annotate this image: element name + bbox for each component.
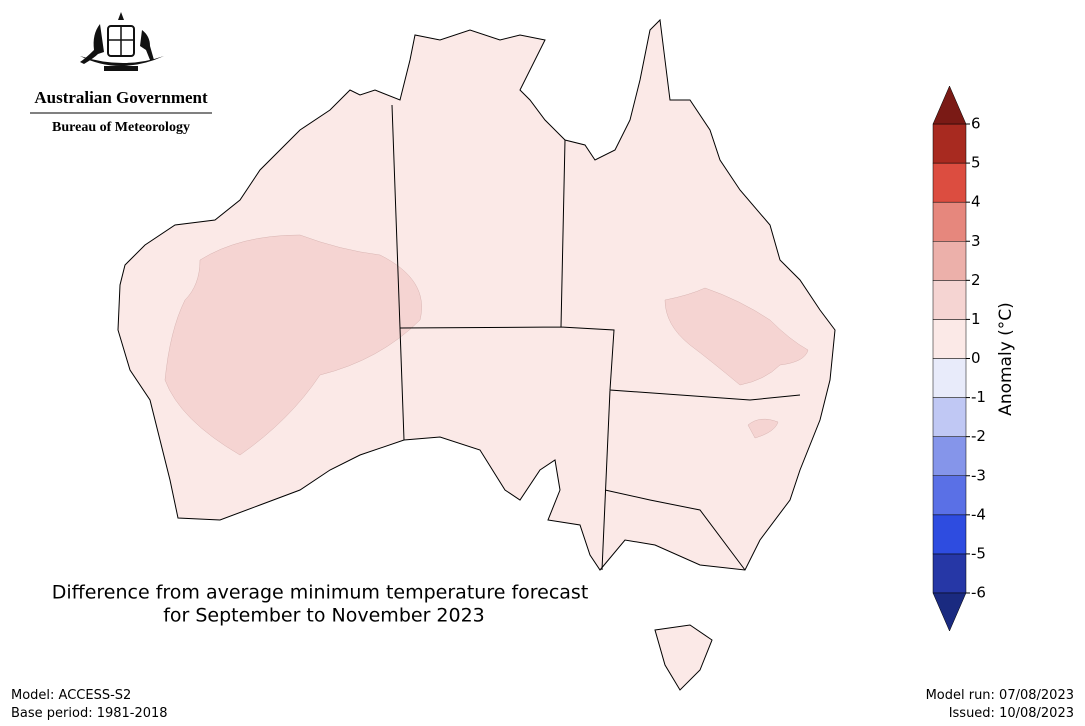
model-text: Model: ACCESS-S2 — [11, 688, 132, 703]
colorbar-band — [932, 358, 967, 398]
colorbar-tick-label: -4 — [971, 505, 986, 523]
colorbar-tick-label: -6 — [971, 584, 986, 602]
colorbar-tick-label: 5 — [971, 154, 981, 172]
issued-text: Issued: 10/08/2023 — [948, 706, 1074, 721]
colorbar-band — [932, 123, 967, 164]
colorbar-over — [932, 85, 967, 125]
colorbar-band — [932, 514, 967, 555]
map-title-line-2: for September to November 2023 — [163, 605, 485, 627]
anomaly-area-south — [747, 418, 779, 439]
tasmania — [654, 624, 713, 691]
colorbar-band — [932, 553, 967, 594]
colorbar-band — [932, 436, 967, 476]
base-period-text: Base period: 1981-2018 — [11, 706, 168, 721]
colorbar-band — [932, 201, 967, 242]
anomaly-area-east — [664, 287, 809, 386]
colorbar-tick-label: -5 — [971, 544, 986, 562]
gov-name: Australian Government — [34, 88, 208, 107]
colorbar-band — [932, 280, 967, 320]
colorbar-band — [932, 162, 967, 203]
colorbar-tick-label: 3 — [971, 232, 981, 250]
footer-right: Model run: 07/08/2023 Issued: 10/08/2023 — [926, 687, 1074, 723]
colorbar-band — [932, 397, 967, 437]
footer-left: Model: ACCESS-S2 Base period: 1981-2018 — [11, 687, 168, 723]
colorbar-tick-label: 2 — [971, 271, 981, 289]
colorbar-band — [932, 319, 967, 359]
state-borders — [391, 104, 801, 571]
colorbar-band — [932, 241, 967, 281]
colorbar-tick-label: 6 — [971, 115, 981, 133]
colorbar-under — [932, 592, 967, 632]
colorbar: -6 -5 -4 -3 -2 -1 0 1 2 3 4 5 6 — [932, 85, 986, 632]
colorbar-tick-label: -2 — [971, 427, 986, 445]
colorbar-tick-label: 0 — [971, 349, 981, 367]
colorbar-tick-label: 1 — [971, 310, 981, 328]
coat-of-arms — [80, 12, 164, 71]
australia-map — [117, 18, 836, 691]
colorbar-tick-label: 4 — [971, 193, 981, 211]
model-run-text: Model run: 07/08/2023 — [925, 688, 1074, 703]
map-title-line-1: Difference from average minimum temperat… — [52, 582, 589, 604]
colorbar-label: Anomaly (°C) — [996, 302, 1016, 416]
colorbar-tick-label: -3 — [971, 466, 986, 484]
colorbar-tick-label: -1 — [971, 388, 986, 406]
anomaly-area-west — [164, 234, 422, 456]
agency-name: Bureau of Meteorology — [52, 120, 190, 135]
mainland — [117, 18, 836, 571]
colorbar-band — [932, 475, 967, 516]
